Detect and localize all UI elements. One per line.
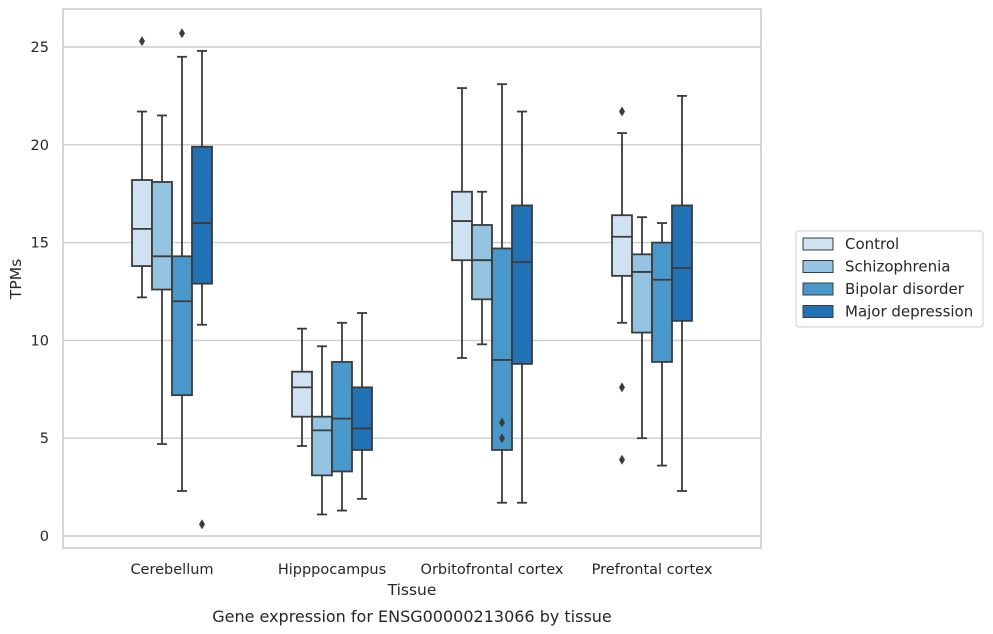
box-major-depression bbox=[671, 95, 693, 492]
outlier-point bbox=[499, 433, 505, 444]
box-major-depression bbox=[191, 50, 213, 530]
box-control bbox=[611, 106, 633, 465]
y-tick-label: 0 bbox=[40, 529, 49, 545]
box-groups bbox=[131, 28, 693, 530]
y-axis-title: TPMs bbox=[7, 259, 25, 300]
iqr-box bbox=[331, 361, 353, 473]
legend-swatch bbox=[802, 237, 834, 251]
y-tick-label: 15 bbox=[31, 236, 49, 252]
legend-label: Control bbox=[845, 235, 899, 253]
iqr-box bbox=[631, 253, 653, 334]
outlier-point bbox=[139, 36, 145, 47]
box-bipolar-disorder bbox=[171, 28, 193, 492]
box-control bbox=[451, 87, 473, 359]
box-major-depression bbox=[511, 110, 533, 504]
x-tick-labels: Cerebellum Hipppocampus Orbitofrontal cort… bbox=[130, 562, 712, 578]
box-schizophrenia bbox=[311, 345, 333, 516]
box-control bbox=[291, 327, 313, 447]
legend-swatch bbox=[802, 260, 834, 273]
legend-swatch bbox=[802, 282, 834, 296]
outlier-point bbox=[619, 106, 625, 117]
y-tick-labels: 0 5 10 15 20 25 bbox=[31, 40, 49, 545]
iqr-box bbox=[471, 224, 493, 301]
box-schizophrenia bbox=[631, 216, 653, 440]
legend-label: Major depression bbox=[845, 303, 973, 321]
y-tick-label: 20 bbox=[31, 138, 49, 154]
x-tick-label: Cerebellum bbox=[130, 562, 213, 578]
outlier-point bbox=[619, 382, 625, 393]
box-bipolar-disorder bbox=[651, 222, 673, 467]
x-tick-label: Prefrontal cortex bbox=[592, 562, 713, 578]
box-bipolar-disorder bbox=[491, 83, 513, 504]
x-axis-title: Tissue bbox=[387, 581, 437, 599]
iqr-box bbox=[311, 415, 333, 477]
y-tick-label: 5 bbox=[40, 431, 49, 447]
iqr-box bbox=[451, 190, 473, 262]
legend-items: Control Schizophrenia Bipolar disorder Majo… bbox=[802, 235, 973, 321]
iqr-box bbox=[151, 181, 173, 291]
iqr-box bbox=[511, 204, 533, 365]
iqr-box bbox=[351, 386, 373, 451]
iqr-box bbox=[131, 179, 153, 267]
iqr-box bbox=[291, 370, 313, 418]
iqr-box bbox=[191, 145, 213, 285]
plot-area-frame bbox=[62, 8, 762, 549]
box-bipolar-disorder bbox=[331, 321, 353, 512]
x-tick-label: Orbitofrontal cortex bbox=[421, 562, 564, 578]
box-major-depression bbox=[351, 312, 373, 500]
legend-swatch bbox=[802, 305, 834, 318]
box-schizophrenia bbox=[471, 190, 493, 346]
iqr-box bbox=[171, 255, 193, 397]
y-tick-label: 25 bbox=[31, 40, 49, 56]
box-schizophrenia bbox=[151, 114, 173, 445]
legend-label: Bipolar disorder bbox=[845, 280, 965, 298]
iqr-box bbox=[671, 204, 693, 322]
legend: Control Schizophrenia Bipolar disorder Majo… bbox=[795, 230, 984, 328]
legend-label: Schizophrenia bbox=[845, 258, 950, 276]
x-tick-label: Hipppocampus bbox=[278, 562, 386, 578]
iqr-box bbox=[611, 214, 633, 277]
outlier-point bbox=[499, 417, 505, 428]
box-control bbox=[131, 36, 153, 299]
y-tick-label: 10 bbox=[31, 333, 49, 349]
legend-frame bbox=[795, 230, 984, 328]
figure-caption: Gene expression for ENSG00000213066 by t… bbox=[212, 607, 612, 626]
outlier-point bbox=[199, 519, 205, 530]
outlier-point bbox=[619, 454, 625, 465]
iqr-box bbox=[651, 241, 673, 363]
outlier-point bbox=[179, 28, 185, 39]
